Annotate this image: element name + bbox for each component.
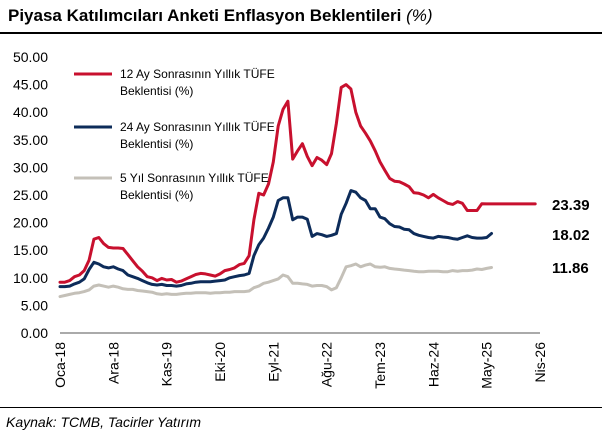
legend-sublabel-2: Beklentisi (%)	[120, 137, 193, 151]
title-divider	[0, 32, 602, 34]
y-tick-label: 35.00	[13, 132, 48, 148]
y-tick-label: 0.00	[21, 325, 48, 341]
y-tick-label: 20.00	[13, 215, 48, 231]
y-tick-label: 30.00	[13, 159, 48, 175]
series-line-3	[58, 262, 493, 299]
x-tick-label: May-25	[479, 342, 495, 389]
source-divider	[0, 407, 602, 408]
x-tick-label: Tem-23	[372, 342, 388, 389]
x-tick-label: Eyl-21	[265, 342, 281, 382]
x-tick-label: Nis-26	[532, 342, 548, 383]
end-value-label-2: 18.02	[552, 227, 590, 244]
y-tick-label: 50.00	[13, 49, 48, 65]
legend-label-3: 5 Yıl Sonrasının Yıllık TÜFE	[120, 171, 269, 185]
chart-title-text: Piyasa Katılımcıları Anketi Enflasyon Be…	[8, 6, 402, 25]
legend-label-2: 24 Ay Sonrasının Yıllık TÜFE	[120, 120, 275, 134]
x-tick-label: Ara-18	[105, 342, 121, 384]
legend-label-1: 12 Ay Sonrasının Yıllık TÜFE	[120, 67, 275, 81]
y-tick-label: 5.00	[21, 297, 48, 313]
end-value-label-3: 11.86	[552, 260, 589, 277]
line-chart: 0.00 5.00 10.00 15.00 20.00 25.00 30.00 35.00 40…	[13, 49, 590, 389]
y-tick-label: 15.00	[13, 242, 48, 258]
chart-title: Piyasa Katılımcıları Anketi Enflasyon Be…	[8, 6, 433, 26]
y-tick-label: 45.00	[13, 77, 48, 93]
y-tick-label: 40.00	[13, 104, 48, 120]
x-tick-label: Oca-18	[52, 342, 68, 388]
x-tick-label: Ağu-22	[319, 342, 335, 387]
y-tick-label: 25.00	[13, 187, 48, 203]
y-tick-label: 10.00	[13, 270, 48, 286]
x-tick-label: Eki-20	[212, 342, 228, 382]
chart-title-unit: (%)	[406, 6, 433, 25]
legend-sublabel-1: Beklentisi (%)	[120, 84, 193, 98]
source-note: Kaynak: TCMB, Tacirler Yatırım	[6, 414, 202, 430]
x-tick-label: Kas-19	[159, 342, 175, 387]
series-line-1	[58, 83, 537, 284]
x-tick-label: Haz-24	[425, 342, 441, 387]
series-line-2	[58, 189, 493, 289]
legend-sublabel-3: Beklentisi (%)	[120, 188, 193, 202]
end-value-label-1: 23.39	[552, 197, 590, 214]
